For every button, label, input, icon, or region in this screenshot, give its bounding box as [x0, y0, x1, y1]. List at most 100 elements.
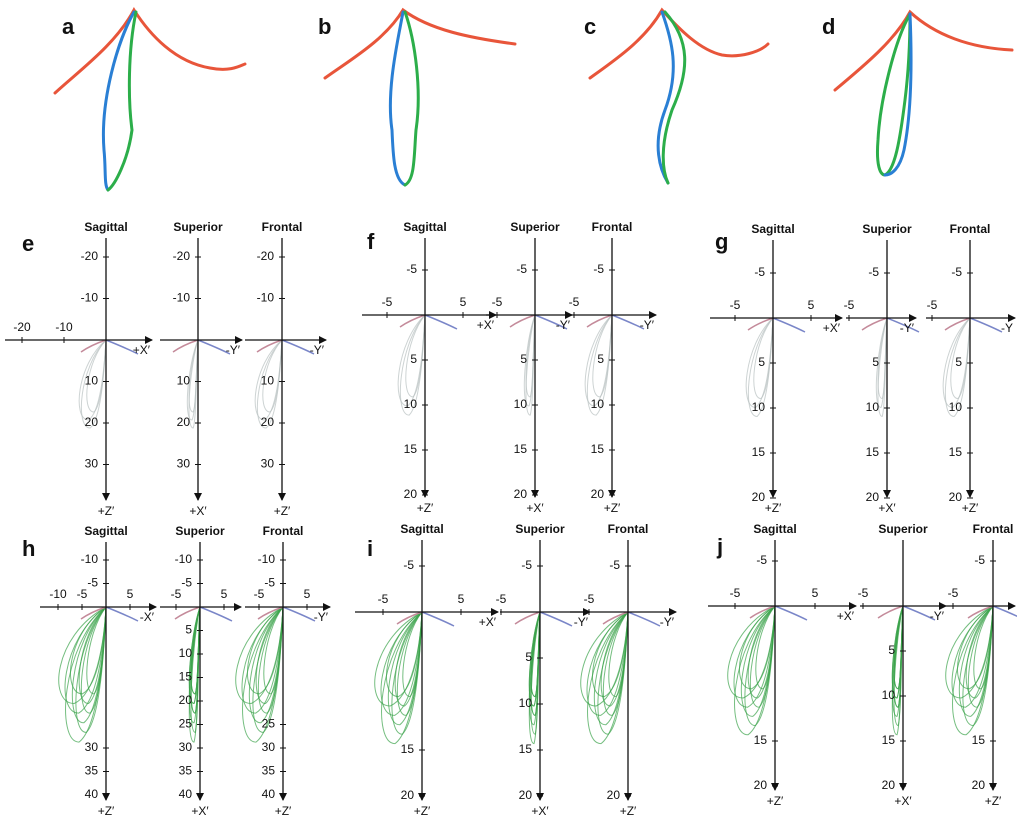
trajectory [734, 605, 776, 736]
v-tick-label: 15 [519, 742, 533, 756]
v-tick-label: 15 [401, 742, 415, 756]
trajectory [772, 317, 806, 333]
v-tick-label: -5 [593, 262, 604, 276]
v-tick-label: -10 [81, 552, 99, 566]
v-tick-label: 15 [882, 733, 896, 747]
trajectory [952, 605, 994, 736]
trajectory [525, 314, 536, 416]
v-tick-label: 5 [597, 352, 604, 366]
h-tick-label: -5 [382, 295, 393, 309]
v-axis-label: +Z′ [417, 501, 434, 515]
v-tick-label: 5 [410, 352, 417, 366]
v-tick-label: -5 [868, 265, 879, 279]
v-tick-label: 5 [520, 352, 527, 366]
trajectory [257, 606, 284, 620]
v-tick-label: -5 [516, 262, 527, 276]
trajectory [64, 606, 107, 714]
v-axis-label: +Z′ [767, 794, 784, 808]
h-tick-label: 5 [460, 295, 467, 309]
panel-label: a [62, 14, 75, 39]
h-tick-label: -10 [55, 320, 73, 334]
h-axis-label: +X′ [133, 343, 151, 357]
v-tick-label: 5 [872, 355, 879, 369]
trajectory [747, 317, 774, 331]
trajectory [886, 317, 920, 333]
v-tick-label: 40 [262, 787, 276, 801]
v-tick-label: 20 [591, 487, 605, 501]
view-title: Superior [515, 522, 565, 536]
h-axis-label: -Y′ [574, 615, 589, 629]
v-tick-label: -5 [87, 576, 98, 590]
v-tick-label: -5 [951, 265, 962, 279]
view-title: Frontal [973, 522, 1014, 536]
h-tick-label: -5 [569, 295, 580, 309]
trajectory [602, 611, 629, 625]
v-axis-label: +Z′ [275, 804, 292, 818]
v-axis-label: +Z′ [765, 501, 782, 515]
trajectory [172, 339, 199, 353]
trajectory [580, 611, 629, 707]
h-tick-label: 5 [458, 592, 465, 606]
panel-label: d [822, 14, 835, 39]
trajectory [749, 605, 776, 619]
trajectory [861, 317, 888, 331]
view-title: Frontal [950, 222, 991, 236]
panel-label: c [584, 14, 596, 39]
trajectory [380, 611, 423, 716]
h-axis-label: -Y′ [310, 343, 325, 357]
v-tick-label: 20 [972, 778, 986, 792]
v-tick-label: 15 [972, 733, 986, 747]
v-tick-label: 20 [404, 487, 418, 501]
v-tick-label: 15 [404, 442, 418, 456]
h-axis-label: -Y [1001, 321, 1013, 335]
trajectory [65, 606, 107, 743]
trajectory [421, 611, 455, 627]
v-tick-label: 20 [514, 487, 528, 501]
h-tick-label: -10 [49, 587, 67, 601]
v-tick-label: 30 [85, 457, 99, 471]
panel-label: f [367, 229, 375, 254]
v-tick-label: -10 [258, 552, 276, 566]
v-tick-label: -20 [81, 249, 99, 263]
v-tick-label: 10 [514, 397, 528, 411]
trajectory [587, 611, 629, 745]
v-tick-label: 10 [752, 400, 766, 414]
v-tick-label: 15 [866, 445, 880, 459]
v-tick-label: 15 [179, 670, 193, 684]
trajectory [774, 605, 808, 621]
v-tick-label: 35 [85, 764, 99, 778]
v-tick-label: 40 [85, 787, 99, 801]
v-axis-label: +Z′ [620, 804, 637, 818]
v-tick-label: -5 [974, 553, 985, 567]
trajectory [399, 314, 426, 328]
trajectory [944, 317, 971, 417]
v-tick-label: -5 [403, 558, 414, 572]
v-tick-label: 20 [752, 490, 766, 504]
v-tick-label: 5 [955, 355, 962, 369]
v-tick-label: 15 [754, 733, 768, 747]
v-tick-label: 20 [949, 490, 963, 504]
v-tick-label: 10 [866, 400, 880, 414]
panel-label: b [318, 14, 331, 39]
trajectory [197, 339, 231, 355]
v-tick-label: 5 [888, 643, 895, 657]
v-axis-label: +X′ [878, 501, 896, 515]
v-tick-label: -5 [181, 576, 192, 590]
trajectory [727, 605, 776, 699]
top-panel-labels: a b c d [62, 14, 835, 39]
v-tick-label: 30 [262, 740, 276, 754]
trajectory [733, 605, 776, 708]
view-title: Superior [173, 220, 223, 234]
v-tick-label: -5 [264, 576, 275, 590]
h-tick-label: 5 [808, 298, 815, 312]
v-tick-label: 25 [179, 717, 193, 731]
h-axis-label: -Y′ [226, 343, 241, 357]
trajectory [951, 605, 994, 708]
v-axis-label: +Z′ [985, 794, 1002, 808]
v-axis-label: +X′ [189, 504, 207, 518]
view-title: Sagittal [403, 220, 446, 234]
v-tick-label: 20 [261, 415, 275, 429]
v-tick-label: -10 [257, 291, 275, 305]
